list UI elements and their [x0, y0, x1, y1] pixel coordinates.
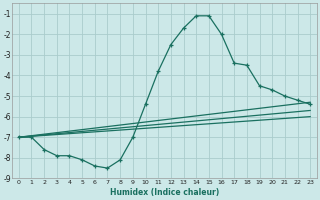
- X-axis label: Humidex (Indice chaleur): Humidex (Indice chaleur): [110, 188, 219, 197]
